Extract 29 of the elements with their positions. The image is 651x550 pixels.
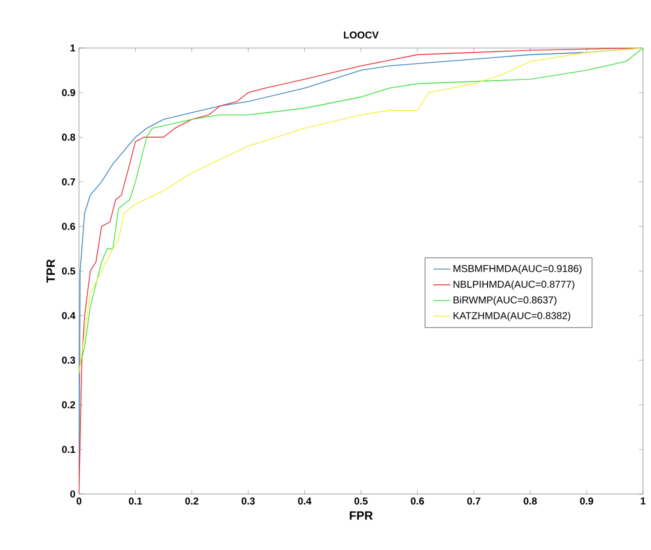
y-tick-label: 0.7 <box>62 178 76 186</box>
chart-title: LOOCV <box>344 31 379 38</box>
legend-label: MSBMFHMDA(AUC=0.9186) <box>454 264 582 274</box>
x-tick-label: 0.9 <box>580 498 594 505</box>
y-tick-label: 0.8 <box>62 134 76 141</box>
y-tick-label: 0.6 <box>62 222 76 230</box>
y-tick-label: 0.2 <box>62 401 76 408</box>
legend-label: BiRWMP(AUC=0.8637) <box>454 296 556 306</box>
x-tick-label: 0.6 <box>410 498 424 505</box>
y-tick-label: 0.3 <box>62 356 76 364</box>
x-tick-label: 0.8 <box>524 498 537 505</box>
x-tick-label: 0.7 <box>467 498 480 505</box>
y-tick-label: 0 <box>70 490 76 498</box>
x-tick-label: 1 <box>640 498 646 504</box>
legend-label: NBLPIHMDA(AUC=0.8777) <box>454 280 574 290</box>
y-tick-label: 0.4 <box>62 312 76 320</box>
x-tick-label: 0.3 <box>242 498 255 505</box>
y-tick-label: 0.9 <box>62 89 76 96</box>
y-tick-label: 0.5 <box>62 267 76 275</box>
y-tick-label: 1 <box>70 44 76 52</box>
x-tick-label: 0.2 <box>185 498 198 505</box>
y-axis-title: TPR <box>46 259 55 283</box>
x-tick-label: 0 <box>76 498 82 505</box>
x-tick-label: 0.5 <box>354 498 368 505</box>
x-axis-title: FPR <box>350 511 373 520</box>
x-tick-label: 0.4 <box>298 498 312 505</box>
legend-label: KATZHMDA(AUC=0.8382) <box>454 312 570 322</box>
x-tick-label: 0.1 <box>128 498 142 505</box>
y-tick-label: 0.1 <box>62 446 76 453</box>
